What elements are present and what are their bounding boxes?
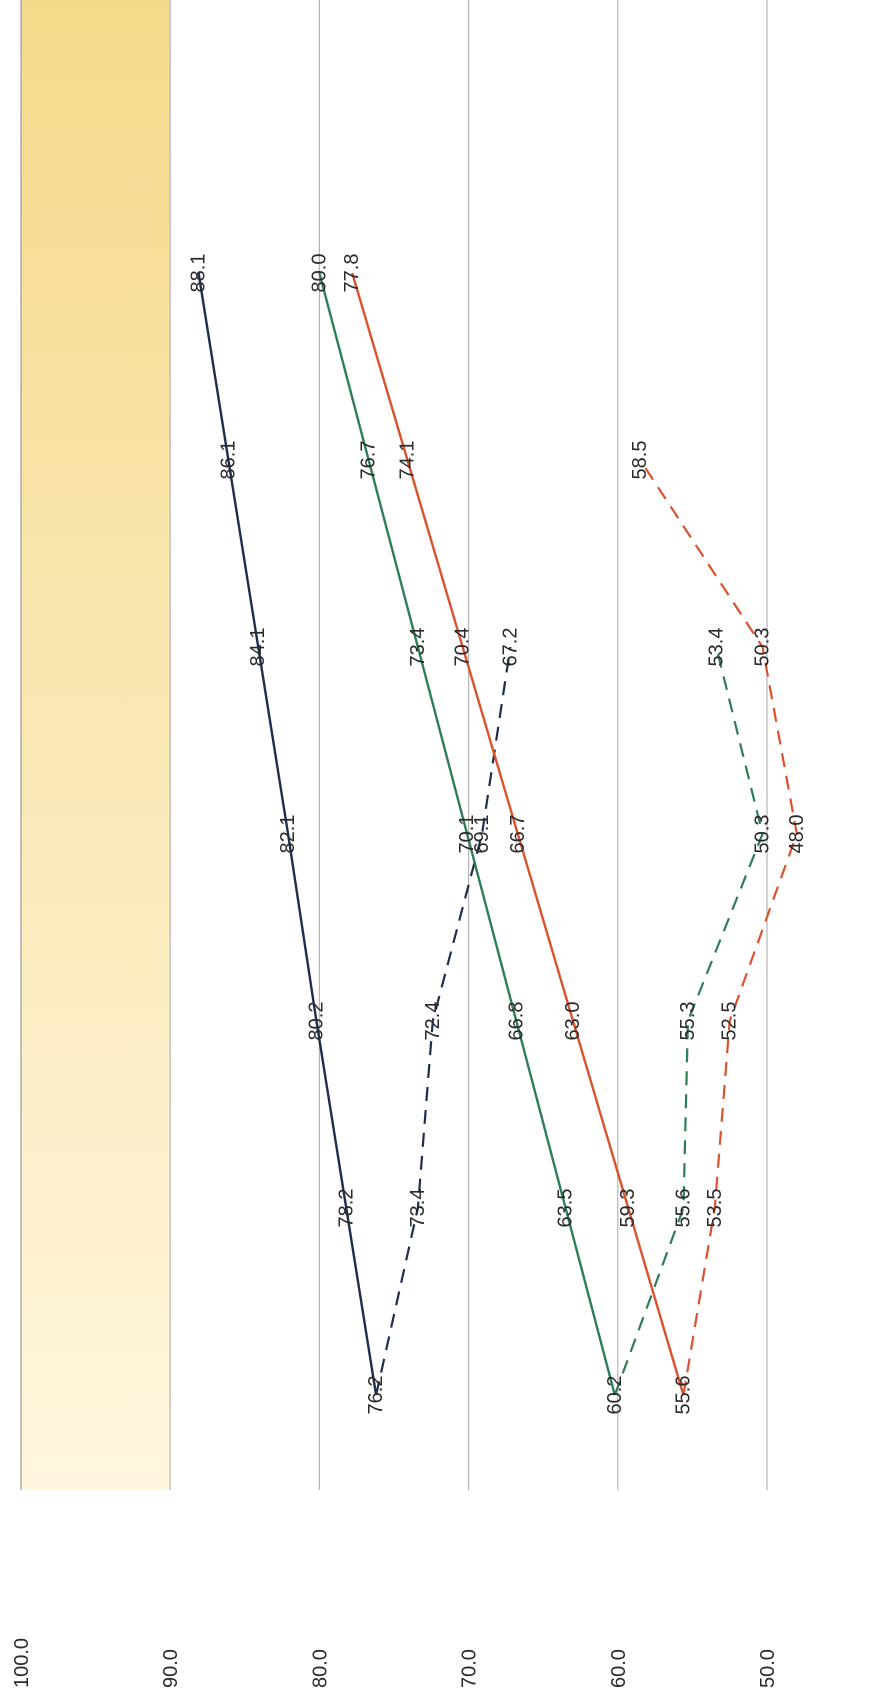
data-label: 53.4 — [705, 628, 727, 667]
data-label: 66.7 — [507, 815, 529, 854]
series-line — [351, 272, 685, 1396]
data-label: 55.6 — [672, 1189, 694, 1228]
data-label: 88.1 — [188, 254, 210, 293]
target-band — [21, 0, 171, 1490]
data-label: 55.6 — [672, 1376, 694, 1415]
series-line — [639, 459, 798, 1396]
y-tick-label: 90.0 — [160, 1649, 182, 1688]
series-lines — [197, 272, 798, 1396]
data-label: 76.7 — [358, 441, 380, 480]
data-label: 80.0 — [308, 254, 330, 293]
series-line — [375, 646, 512, 1396]
y-tick-label: 80.0 — [309, 1649, 331, 1688]
data-label: 78.2 — [335, 1189, 357, 1228]
data-label: 53.5 — [704, 1189, 726, 1228]
y-tick-label: 60.0 — [608, 1649, 630, 1688]
data-label: 59.3 — [617, 1189, 639, 1228]
data-labels: 76.2 78.2 80.2 82.1 84.1 86.1 88.1 73.4 72.4 69.1… — [188, 254, 808, 1415]
data-label: 70.4 — [452, 628, 474, 667]
data-label: 73.4 — [407, 1189, 429, 1228]
y-tick-label: 50.0 — [757, 1649, 779, 1688]
data-label: 55.3 — [677, 1002, 699, 1041]
data-label: 73.4 — [407, 628, 429, 667]
y-tick-label: 70.0 — [459, 1649, 481, 1688]
data-label: 58.5 — [629, 441, 651, 480]
data-label: 48.0 — [786, 815, 808, 854]
data-label: 84.1 — [247, 628, 269, 667]
series-line — [318, 272, 616, 1396]
y-tick-label: 100.0 — [11, 1638, 33, 1688]
series-line — [613, 646, 764, 1396]
data-label: 70.1 — [456, 815, 478, 854]
data-label: 69.1 — [471, 815, 493, 854]
data-label: 82.1 — [277, 815, 299, 854]
data-label: 66.8 — [505, 1002, 527, 1041]
data-label: 77.8 — [341, 254, 363, 293]
data-label: 60.2 — [604, 1376, 626, 1415]
data-label: 50.3 — [752, 815, 774, 854]
data-label: 50.3 — [752, 628, 774, 667]
data-label: 52.5 — [719, 1002, 741, 1041]
series-line — [197, 272, 378, 1396]
data-label: 67.2 — [499, 628, 521, 667]
data-label: 63.5 — [555, 1189, 577, 1228]
data-label: 72.4 — [422, 1002, 444, 1041]
grid-lines — [20, 0, 768, 1490]
data-label: 80.2 — [305, 1002, 327, 1041]
y-axis-tick-labels: 100.0 90.0 80.0 70.0 60.0 50.0 — [11, 1638, 779, 1688]
data-label: 63.0 — [562, 1002, 584, 1041]
data-label: 86.1 — [217, 441, 239, 480]
data-label: 74.1 — [396, 441, 418, 480]
data-label: 76.2 — [365, 1376, 387, 1415]
